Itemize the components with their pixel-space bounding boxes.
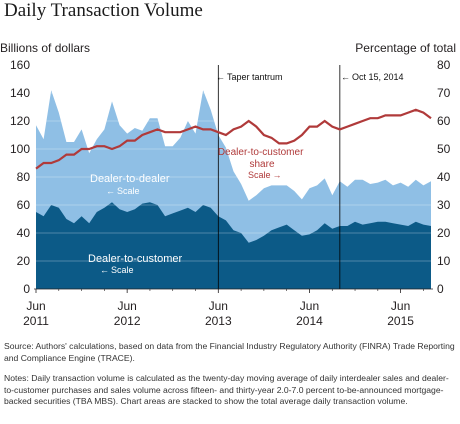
left-tick-label: 100 — [10, 142, 30, 156]
left-tick-label: 160 — [10, 58, 30, 72]
left-tick-label: 120 — [10, 114, 30, 128]
share-scale-arrow-icon: → — [273, 170, 282, 180]
d2c-scale-label: ← Scale — [100, 265, 134, 275]
x-tick-year: 2011 — [23, 314, 49, 328]
right-tick-label: 50 — [437, 142, 451, 156]
right-tick-label: 0 — [437, 282, 444, 296]
taper-arrow-icon: ← — [216, 72, 225, 82]
d2d-scale-arrow-icon: ← — [106, 186, 115, 196]
d2c-scale-arrow-icon: ← — [100, 265, 109, 275]
left-tick-label: 40 — [17, 226, 31, 240]
d2d-series-label: Dealer-to-dealer — [90, 173, 170, 185]
source-note: Source: Authors' calculations, based on … — [4, 341, 455, 363]
x-tick-month: Jun — [209, 299, 228, 313]
d2d-scale-label: ← Scale — [106, 186, 140, 196]
right-tick-label: 70 — [437, 86, 451, 100]
right-tick-label: 40 — [437, 170, 451, 184]
share-scale-label: Scale → — [248, 170, 282, 180]
right-tick-label: 80 — [437, 58, 451, 72]
x-tick-year: 2015 — [387, 314, 414, 328]
right-tick-label: 60 — [437, 114, 451, 128]
right-tick-label: 20 — [437, 226, 451, 240]
oct-15-2014-label: ← Oct 15, 2014 — [341, 72, 404, 82]
left-tick-label: 0 — [23, 282, 30, 296]
right-axis-label: Percentage of total — [355, 41, 456, 55]
dealer-to-customer-area — [36, 202, 431, 289]
x-tick-month: Jun — [300, 299, 319, 313]
right-tick-label: 10 — [437, 254, 451, 268]
left-tick-label: 140 — [10, 86, 30, 100]
share-label-line-2: share — [249, 159, 274, 170]
dealer-to-customer-share-line — [35, 108, 432, 170]
right-axis-ticks: 0 10 20 30 40 50 60 70 80 — [437, 58, 451, 296]
gridlines — [34, 64, 433, 262]
left-tick-label: 20 — [17, 254, 31, 268]
chart-title: Daily Transaction Volume — [4, 0, 203, 21]
x-tick-year: 2013 — [205, 314, 232, 328]
share-label-line-1: Dealer-to-customer — [218, 147, 304, 158]
d2c-series-label: Dealer-to-customer — [88, 253, 182, 265]
notes-text: Notes: Daily transaction volume is calcu… — [4, 373, 449, 406]
x-tick-year: 2012 — [114, 314, 141, 328]
taper-tantrum-label: ← Taper tantrum — [216, 72, 283, 82]
share-series-label: Dealer-to-customer share — [218, 147, 306, 170]
right-tick-label: 30 — [437, 198, 451, 212]
left-tick-label: 80 — [17, 170, 31, 184]
left-axis-label: Billions of dollars — [0, 41, 91, 55]
oct15-arrow-icon: ← — [341, 72, 350, 82]
left-axis-ticks: 0 20 40 60 80 100 120 140 160 — [10, 58, 30, 296]
x-tick-year: 2014 — [296, 314, 323, 328]
x-tick-month: Jun — [117, 299, 136, 313]
x-tick-month: Jun — [26, 299, 45, 313]
left-tick-label: 60 — [17, 198, 31, 212]
x-tick-month: Jun — [391, 299, 410, 313]
